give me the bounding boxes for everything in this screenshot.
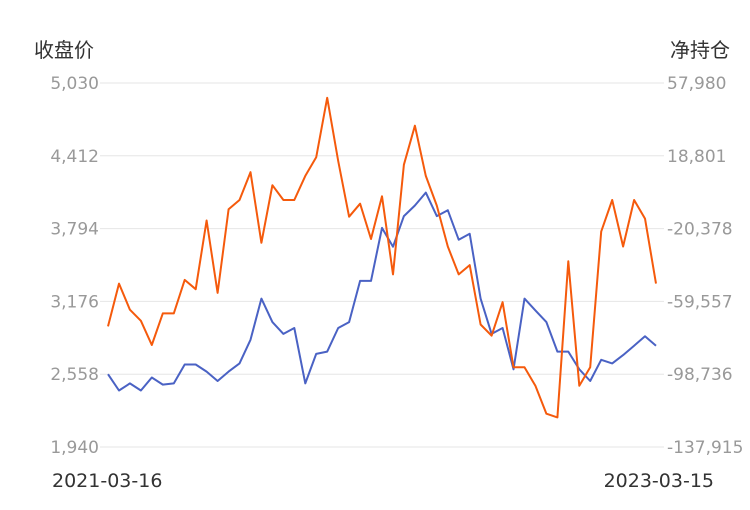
right-tick-label: -59,557 — [667, 292, 733, 312]
left-axis-ticks: 5,030 4,412 3,794 3,176 2,558 1,940 — [50, 74, 99, 458]
left-tick-label: 4,412 — [50, 147, 99, 167]
right-tick-label: -98,736 — [667, 365, 733, 385]
left-tick-label: 5,030 — [50, 74, 99, 94]
left-axis-title: 收盘价 — [34, 38, 94, 62]
grid-lines — [100, 82, 664, 448]
left-tick-label: 1,940 — [50, 438, 99, 458]
right-tick-label: 18,801 — [667, 147, 726, 167]
right-axis-title: 净持仓 — [670, 38, 730, 62]
right-axis-ticks: 57,980 18,801 -20,378 -59,557 -98,736 -137,91… — [667, 74, 743, 458]
right-tick-label: -137,915 — [667, 438, 743, 458]
x-axis-end-date: 2023-03-15 — [603, 470, 714, 492]
x-axis-start-date: 2021-03-16 — [52, 470, 163, 492]
net-position-line — [107, 96, 657, 419]
right-tick-label: 57,980 — [667, 74, 726, 94]
left-tick-label: 3,176 — [50, 292, 99, 312]
left-tick-label: 2,558 — [50, 365, 99, 385]
left-tick-label: 3,794 — [50, 220, 99, 240]
right-tick-label: -20,378 — [667, 220, 733, 240]
series-lines — [107, 96, 657, 419]
close-price-line — [107, 191, 657, 392]
